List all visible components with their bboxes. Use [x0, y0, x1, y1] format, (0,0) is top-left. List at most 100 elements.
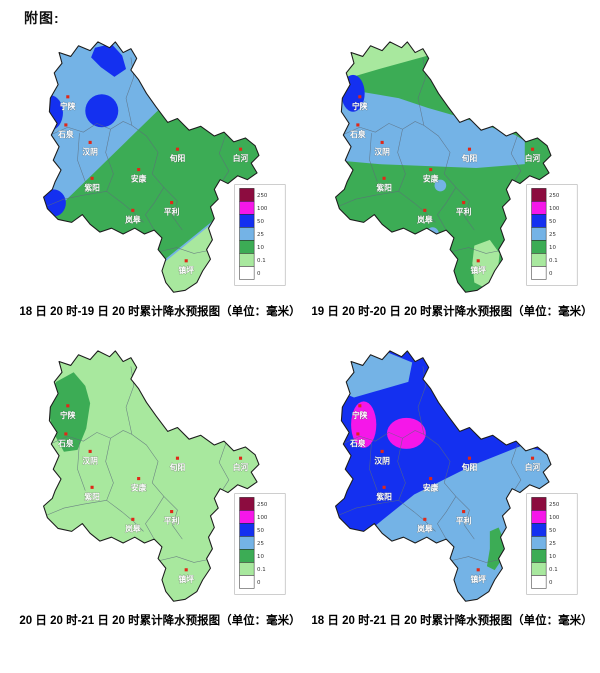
legend-swatch	[531, 536, 547, 550]
legend-value: 0.1	[257, 567, 266, 573]
legend-swatch	[531, 188, 547, 202]
precip-map-figure-4: 宁陕 石泉 汉阴 旬阳 白河 安康 紫阳 平利 岚皋 镇坪 250 100 50 25 10 0.1 0 18…	[308, 347, 596, 628]
county-seat-marker	[423, 208, 427, 212]
county-seat-marker	[184, 259, 188, 263]
legend-swatch	[239, 523, 255, 537]
county-label: 镇坪	[178, 574, 194, 584]
county-label: 镇坪	[470, 574, 486, 584]
county-seat-marker	[184, 568, 188, 572]
county-label: 岚皋	[125, 214, 141, 224]
legend-swatch	[531, 227, 547, 241]
county-label: 白河	[233, 462, 249, 472]
county-label: 宁陕	[60, 410, 76, 420]
county-borders	[47, 57, 230, 254]
county-seat-marker	[90, 485, 94, 489]
rain-zone-50mm	[43, 189, 66, 217]
legend-value: 0	[257, 271, 261, 277]
legend-swatch	[531, 214, 547, 228]
legend-value: 25	[257, 232, 264, 238]
county-label: 安康	[131, 483, 147, 493]
county-seat-marker	[358, 95, 362, 99]
county-label: 安康	[423, 174, 439, 184]
page-title: 附图:	[24, 10, 60, 26]
precip-map-figure-3: 宁陕 石泉 汉阴 旬阳 白河 安康 紫阳 平利 岚皋 镇坪 250 100 50 25 10 0.1 0 20…	[16, 347, 304, 628]
map-caption-4: 18 日 20 时-21 日 20 时累计降水预报图（单位：毫米）	[311, 615, 593, 627]
map-caption-3: 20 日 20 时-21 日 20 时累计降水预报图（单位：毫米）	[19, 615, 301, 627]
county-label: 石泉	[349, 438, 366, 448]
legend-swatch	[239, 497, 255, 511]
county-seat-marker	[467, 456, 472, 460]
county-label: 旬阳	[461, 462, 478, 472]
legend-swatch	[239, 188, 255, 202]
legend-value: 100	[257, 515, 268, 521]
rain-zone-25mm	[335, 92, 525, 169]
legend-value: 10	[549, 245, 556, 251]
color-scale-legend: 250 100 50 25 10 0.1 0	[234, 493, 286, 595]
legend-value: 0.1	[549, 258, 558, 264]
legend-swatch	[531, 510, 547, 524]
county-label: 白河	[233, 153, 249, 163]
county-borders	[339, 366, 522, 563]
county-seat-marker	[382, 176, 386, 180]
county-seat-marker	[476, 568, 480, 572]
legend-value: 50	[549, 528, 556, 534]
county-label: 汉阴	[374, 146, 390, 156]
county-seat-marker	[88, 140, 92, 144]
legend-swatch	[239, 253, 255, 267]
legend-value: 100	[549, 206, 560, 212]
legend-value: 10	[549, 554, 556, 560]
county-label: 石泉	[57, 129, 74, 139]
legend-value: 25	[549, 541, 556, 547]
county-seat-marker	[66, 95, 70, 99]
legend-swatch	[531, 240, 547, 254]
county-seat-marker	[137, 477, 141, 481]
county-seat-marker	[238, 147, 243, 151]
rain-zone-25mm	[434, 179, 447, 192]
county-seat-marker	[66, 404, 70, 408]
legend-swatch	[239, 266, 255, 280]
legend-swatch	[531, 575, 547, 589]
county-label: 镇坪	[178, 265, 194, 275]
county-label: 紫阳	[376, 491, 392, 501]
county-label: 宁陕	[60, 101, 76, 111]
rain-zone-50mm	[85, 94, 119, 128]
precip-map-figure-2: 宁陕 石泉 汉阴 旬阳 白河 安康 紫阳 平利 岚皋 镇坪 250 100 50 25 10 0.1 0 19…	[308, 38, 596, 319]
legend-swatch	[239, 575, 255, 589]
map-caption-1: 18 日 20 时-19 日 20 时累计降水预报图（单位：毫米）	[19, 306, 301, 318]
legend-value: 250	[549, 193, 560, 199]
county-seat-marker	[467, 147, 472, 151]
county-seat-marker	[238, 456, 243, 460]
county-label: 岚皋	[417, 214, 433, 224]
legend-value: 10	[257, 554, 264, 560]
county-label: 宁陕	[352, 410, 368, 420]
legend-swatch	[531, 497, 547, 511]
legend-value: 250	[257, 193, 268, 199]
county-seat-marker	[380, 140, 384, 144]
color-scale-legend: 250 100 50 25 10 0.1 0	[234, 184, 286, 286]
color-scale-legend: 250 100 50 25 10 0.1 0	[526, 493, 578, 595]
county-label: 白河	[525, 462, 541, 472]
county-label: 汉阴	[82, 146, 98, 156]
legend-swatch	[531, 523, 547, 537]
county-seat-marker	[90, 176, 94, 180]
legend-swatch	[239, 510, 255, 524]
county-seat-marker	[429, 477, 433, 481]
county-seat-marker	[476, 259, 480, 263]
county-seat-marker	[462, 201, 466, 205]
legend-swatch	[239, 227, 255, 241]
legend-value: 0.1	[549, 567, 558, 573]
legend-swatch	[239, 562, 255, 576]
county-seat-marker	[530, 147, 535, 151]
map-caption-2: 19 日 20 时-20 日 20 时累计降水预报图（单位：毫米）	[311, 306, 593, 318]
county-label: 紫阳	[84, 182, 100, 192]
legend-value: 0.1	[257, 258, 266, 264]
county-label: 宁陕	[352, 101, 368, 111]
legend-value: 25	[257, 541, 264, 547]
legend-swatch	[531, 549, 547, 563]
county-label: 汉阴	[374, 455, 390, 465]
rain-zone-50mm	[91, 43, 127, 77]
